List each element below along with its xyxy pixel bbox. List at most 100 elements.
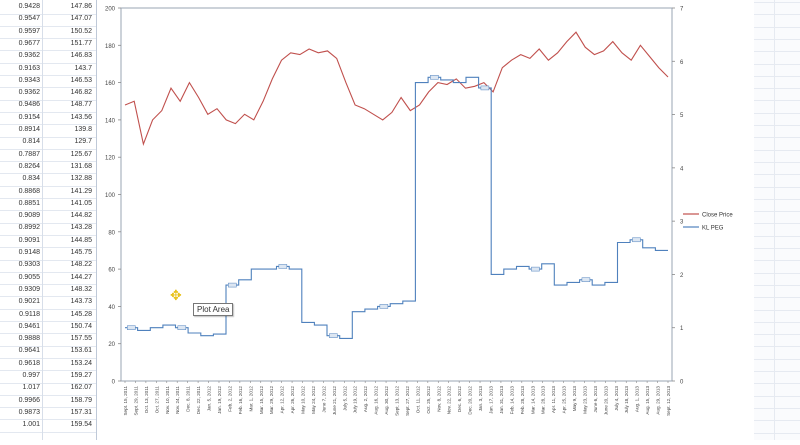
cell-close[interactable]: 148.22 (70, 261, 92, 269)
table-row[interactable]: 0.9091 144.85 (0, 236, 96, 249)
table-row[interactable]: 0.814 129.7 (0, 137, 96, 150)
cell-close[interactable]: 159.27 (70, 372, 92, 379)
table-row[interactable]: 0.9055 144.27 (0, 273, 96, 286)
cell-peg[interactable]: 0.9343 (18, 76, 40, 84)
table-row[interactable]: 0.8851 141.05 (0, 199, 96, 212)
cell-close[interactable]: 158.79 (70, 396, 92, 404)
cell-peg[interactable]: 0.9148 (18, 249, 40, 256)
table-row[interactable]: 0.9428 147.86 (0, 2, 96, 15)
cell-close[interactable]: 141.29 (70, 187, 92, 195)
table-row[interactable]: 0.9089 144.82 (0, 211, 96, 224)
cell-close[interactable]: 143.28 (70, 224, 92, 232)
cell-close[interactable]: 143.56 (70, 113, 92, 121)
table-row[interactable]: 0.9888 157.55 (0, 334, 96, 347)
cell-close[interactable]: 162.07 (70, 384, 92, 392)
cell-close[interactable]: 146.53 (70, 76, 92, 84)
cell-peg[interactable]: 0.9309 (18, 285, 40, 293)
cell-close[interactable]: 144.27 (70, 273, 92, 281)
cell-peg[interactable]: 0.8868 (18, 187, 40, 195)
cell-close[interactable]: 144.82 (70, 212, 92, 220)
table-row[interactable]: 1.001 159.54 (0, 420, 96, 433)
cell-peg[interactable]: 0.9486 (18, 101, 40, 109)
cell-close[interactable]: 148.77 (70, 101, 92, 109)
table-row[interactable]: 0.9362 146.82 (0, 88, 96, 101)
cell-peg[interactable]: 0.8851 (18, 199, 40, 207)
cell-peg[interactable]: 0.834 (22, 175, 40, 183)
cell-peg[interactable]: 0.9089 (18, 212, 40, 220)
cell-peg[interactable]: 0.9461 (18, 322, 40, 330)
cell-close[interactable]: 148.32 (70, 285, 92, 293)
cell-close[interactable]: 146.83 (70, 52, 92, 60)
cell-close[interactable]: 143.7 (74, 64, 92, 72)
cell-peg[interactable]: 0.9163 (18, 64, 40, 72)
cell-peg[interactable]: 0.9873 (18, 408, 40, 416)
table-row[interactable]: 0.8868 141.29 (0, 187, 96, 199)
cell-peg[interactable]: 0.8992 (18, 224, 40, 232)
cell-peg[interactable]: 0.997 (22, 372, 40, 379)
cell-close[interactable]: 131.68 (70, 162, 92, 170)
table-row[interactable]: 0.9677 151.77 (0, 39, 96, 52)
cell-peg[interactable]: 0.8914 (18, 126, 40, 133)
table-row[interactable]: 0.9118 145.28 (0, 310, 96, 322)
table-row[interactable]: 0.9873 157.31 (0, 408, 96, 421)
cell-close[interactable]: 125.67 (70, 150, 92, 158)
table-row[interactable]: 0.8914 139.8 (0, 125, 96, 138)
cell-close[interactable]: 153.61 (70, 347, 92, 355)
cell-close[interactable]: 150.52 (70, 27, 92, 35)
cell-close[interactable]: 144.85 (70, 236, 92, 244)
cell-close[interactable]: 147.07 (70, 15, 92, 23)
table-row[interactable]: 1.017 162.07 (0, 383, 96, 396)
cell-peg[interactable]: 0.9547 (18, 15, 40, 23)
cell-close[interactable]: 129.7 (74, 138, 92, 146)
cell-peg[interactable]: 0.9641 (18, 347, 40, 355)
cell-peg[interactable]: 0.9618 (18, 359, 40, 367)
table-row[interactable]: 0.9362 146.83 (0, 51, 96, 64)
table-row[interactable]: 0.9021 143.73 (0, 297, 96, 310)
table-row[interactable]: 0.9154 143.56 (0, 113, 96, 126)
table-row[interactable]: 0.9547 147.07 (0, 14, 96, 27)
chart-object[interactable]: 0 20 40 60 80 100 120 140 160 180 200 0 1 2 3 4 5 6 7 Sept.… (96, 0, 755, 440)
table-row[interactable]: 0.9343 146.53 (0, 76, 96, 89)
cell-peg[interactable]: 0.9021 (18, 298, 40, 306)
table-row[interactable]: 0.8992 143.28 (0, 223, 96, 236)
table-row[interactable]: 0.9148 145.75 (0, 248, 96, 261)
cell-peg[interactable]: 0.9966 (18, 396, 40, 404)
cell-peg[interactable]: 0.9303 (18, 261, 40, 269)
table-row[interactable]: 0.9966 158.79 (0, 396, 96, 409)
table-row[interactable]: 0.9597 150.52 (0, 27, 96, 40)
cell-close[interactable]: 146.82 (70, 89, 92, 97)
cell-peg[interactable]: 0.9677 (18, 39, 40, 47)
cell-peg[interactable]: 0.9055 (18, 273, 40, 281)
cell-close[interactable]: 157.55 (70, 335, 92, 343)
cell-close[interactable]: 143.73 (70, 298, 92, 306)
table-row[interactable]: 0.9309 148.32 (0, 285, 96, 298)
cell-peg[interactable]: 0.9154 (18, 113, 40, 121)
table-row[interactable]: 0.9641 153.61 (0, 346, 96, 359)
cell-peg[interactable]: 0.9888 (18, 335, 40, 343)
cell-peg[interactable]: 0.9091 (18, 236, 40, 244)
cell-close[interactable]: 153.24 (70, 359, 92, 367)
cell-peg[interactable]: 0.9118 (19, 310, 40, 318)
cell-close[interactable]: 141.05 (70, 199, 92, 207)
cell-close[interactable]: 147.86 (70, 3, 92, 10)
cell-close[interactable]: 145.28 (70, 310, 92, 318)
table-row[interactable]: 0.9163 143.7 (0, 64, 96, 76)
table-row[interactable]: 0.7887 125.67 (0, 150, 96, 163)
cell-peg[interactable]: 0.7887 (18, 150, 40, 158)
table-row[interactable]: 0.9618 153.24 (0, 359, 96, 372)
line-chart[interactable]: 0 20 40 60 80 100 120 140 160 180 200 0 1 2 3 4 5 6 7 Sept.… (97, 0, 752, 440)
cell-peg[interactable]: 0.9362 (18, 52, 40, 60)
table-row[interactable]: 0.8264 131.68 (0, 162, 96, 175)
cell-close[interactable]: 145.75 (70, 249, 92, 256)
cell-close[interactable]: 159.54 (70, 421, 92, 429)
cell-peg[interactable]: 1.017 (22, 384, 40, 392)
cell-close[interactable]: 157.31 (70, 408, 92, 416)
table-row[interactable]: 0.997 159.27 (0, 371, 96, 384)
cell-peg[interactable]: 0.814 (22, 138, 40, 146)
cell-peg[interactable]: 0.9362 (18, 89, 40, 97)
cell-peg[interactable]: 0.9597 (18, 27, 40, 35)
table-row[interactable]: 0.834 132.88 (0, 174, 96, 187)
cell-close[interactable]: 139.8 (74, 126, 92, 133)
cell-close[interactable]: 150.74 (70, 322, 92, 330)
cell-peg[interactable]: 0.8264 (18, 162, 40, 170)
